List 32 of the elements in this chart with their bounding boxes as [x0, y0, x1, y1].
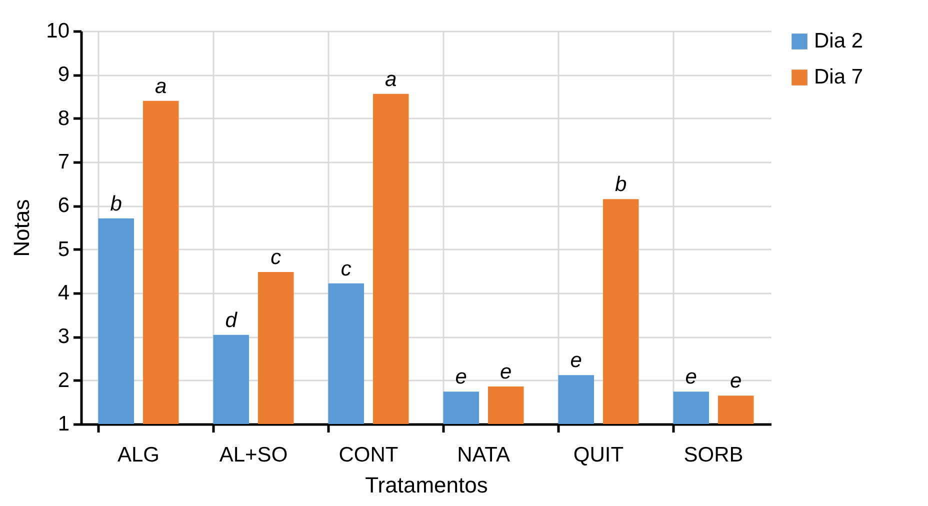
x-tick-label: QUIT [573, 444, 624, 466]
annotation: e [455, 366, 467, 389]
annotation: e [500, 360, 512, 384]
annotation: e [570, 349, 582, 372]
x-tick-label: ALG [117, 444, 160, 466]
y-axis-title: Notas [9, 199, 34, 257]
annotation: b [615, 173, 628, 196]
x-tick-label: CONT [338, 444, 398, 466]
y-tick-label: 9 [58, 63, 70, 86]
y-tick-label: 8 [58, 106, 70, 130]
y-tick-label: 1 [58, 412, 70, 436]
y-tick-label: 5 [58, 238, 70, 261]
annotation: c [340, 257, 352, 280]
x-tick-label: SORB [684, 444, 744, 466]
y-tick-label: 4 [58, 282, 70, 304]
legend-label: Dia 2 [814, 30, 864, 52]
y-tick-label: 3 [58, 325, 70, 348]
y-tick-label: 7 [58, 150, 70, 174]
y-tick-label: 10 [46, 20, 70, 42]
annotation: a [155, 74, 167, 98]
annotation: a [385, 68, 397, 91]
annotation: e [685, 366, 697, 389]
y-tick-label: 6 [58, 194, 70, 218]
x-tick-label: AL+SO [219, 444, 288, 466]
x-axis-title: Tratamentos [365, 472, 488, 498]
y-tick-label: 2 [58, 368, 70, 392]
annotation: d [225, 308, 238, 332]
annotation: e [730, 370, 742, 393]
x-tick-label: NATA [457, 444, 510, 466]
annotation: b [110, 192, 122, 216]
legend-label: Dia 7 [814, 66, 864, 88]
annotation: c [270, 246, 282, 270]
